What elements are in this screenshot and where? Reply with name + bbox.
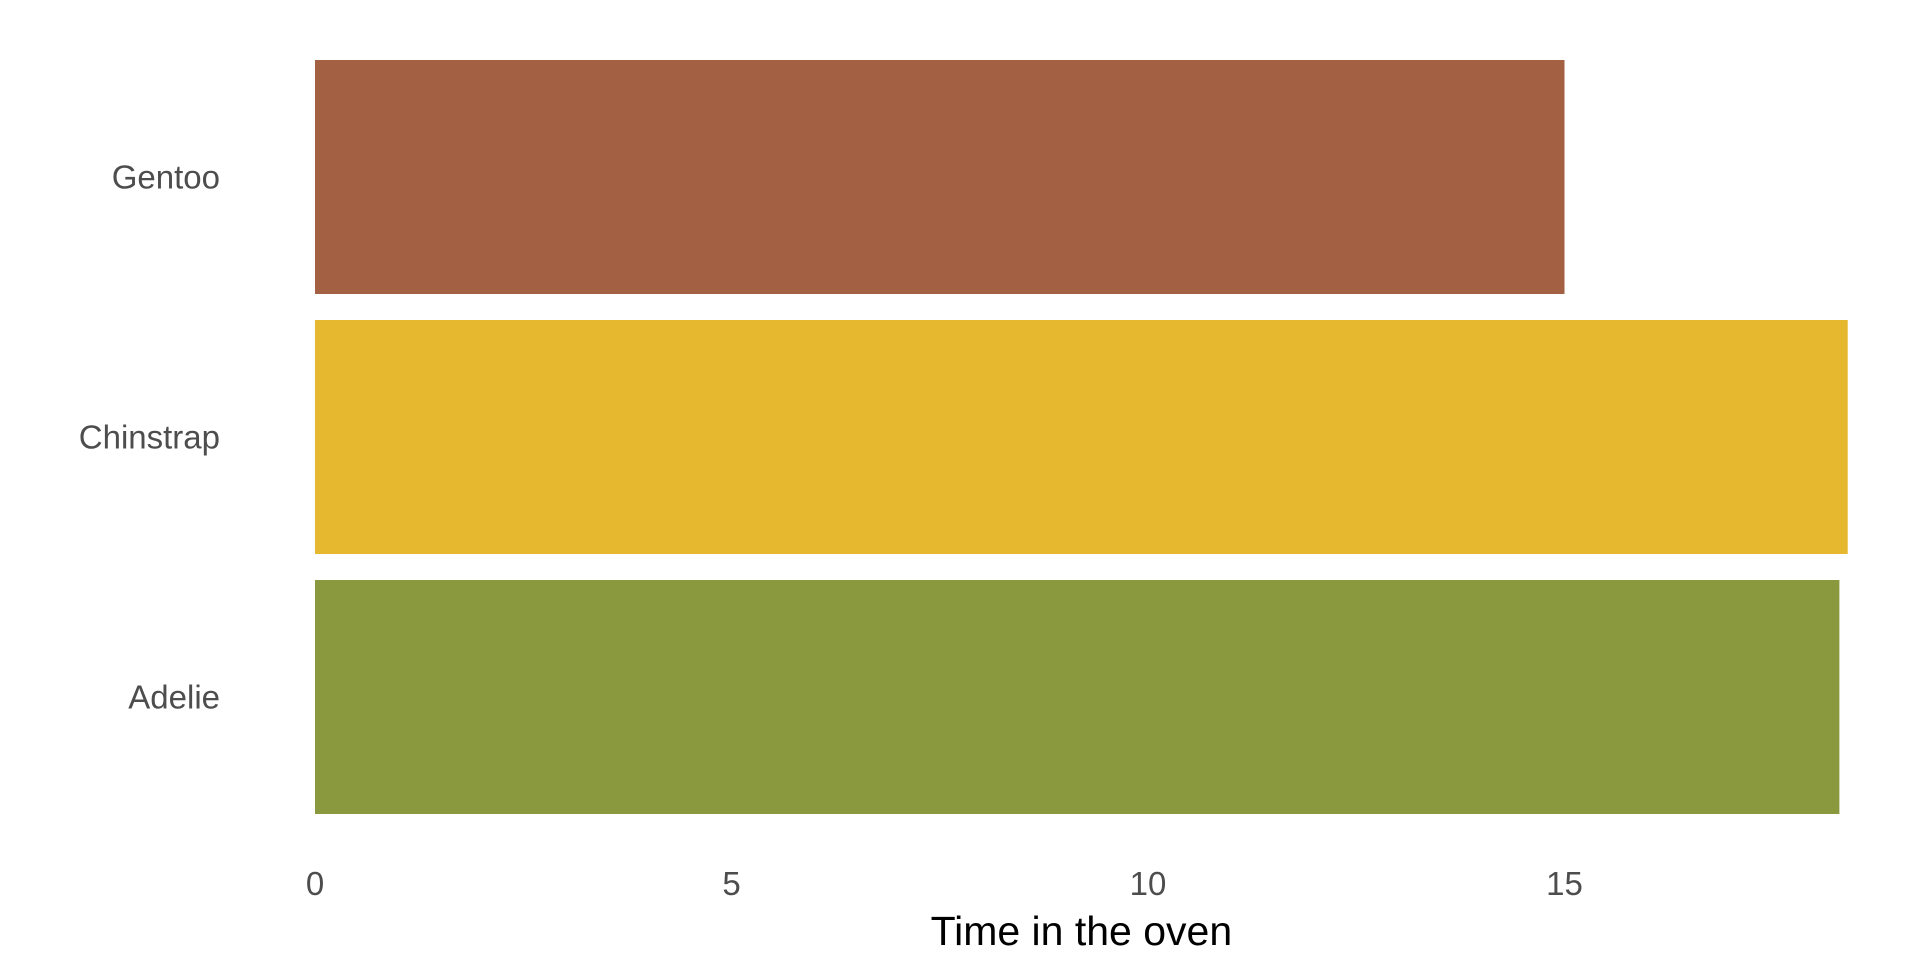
bar-chinstrap: [315, 320, 1848, 554]
bar-gentoo: [315, 60, 1565, 294]
category-label-chinstrap: Chinstrap: [79, 419, 220, 456]
category-label-gentoo: Gentoo: [112, 159, 220, 196]
x-tick-label-10: 10: [1130, 865, 1167, 902]
category-label-adelie: Adelie: [128, 679, 220, 716]
bars-group: [315, 60, 1848, 814]
x-axis-title: Time in the oven: [931, 908, 1233, 954]
x-tick-labels: 0 5 10 15: [306, 865, 1583, 902]
category-labels: Adelie Chinstrap Gentoo: [79, 159, 220, 716]
bar-adelie: [315, 580, 1840, 814]
x-tick-label-5: 5: [722, 865, 740, 902]
x-tick-label-15: 15: [1546, 865, 1583, 902]
x-tick-label-0: 0: [306, 865, 324, 902]
